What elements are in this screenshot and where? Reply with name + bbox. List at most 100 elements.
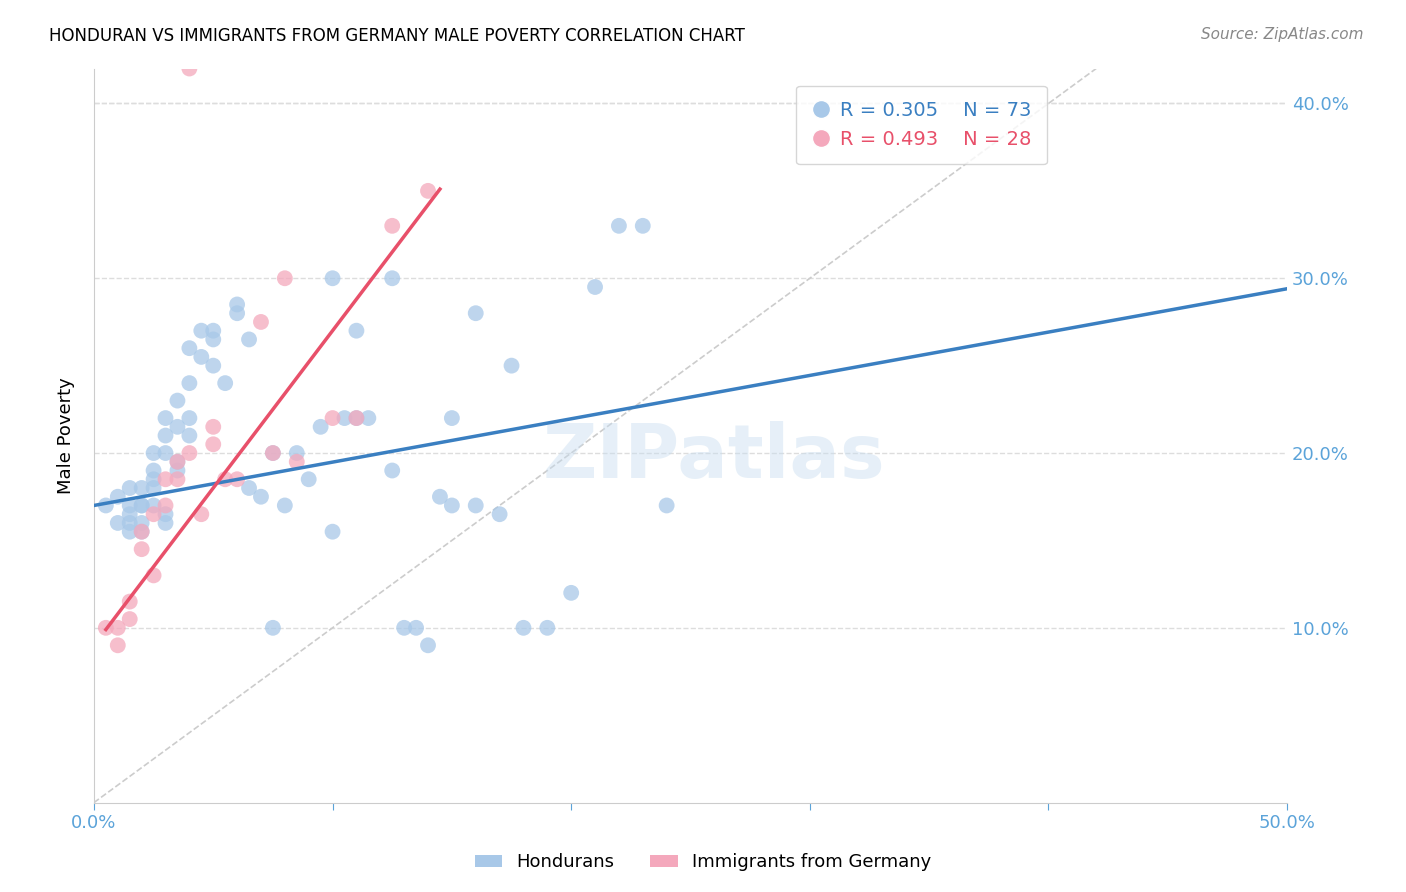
Point [655, 499, 678, 513]
Point [107, 490, 129, 504]
Point [142, 507, 165, 521]
Text: ZIPatlas: ZIPatlas [543, 421, 886, 494]
Point [118, 524, 141, 539]
Text: Source: ZipAtlas.com: Source: ZipAtlas.com [1201, 27, 1364, 42]
Point [202, 333, 225, 347]
Point [202, 419, 225, 434]
Y-axis label: Male Poverty: Male Poverty [58, 377, 75, 494]
Point [142, 472, 165, 486]
Point [274, 271, 297, 285]
Point [226, 472, 249, 486]
Point [226, 297, 249, 311]
Point [131, 481, 153, 495]
Point [262, 621, 284, 635]
Point [155, 472, 177, 486]
Point [179, 411, 201, 425]
Point [560, 586, 582, 600]
Point [607, 219, 630, 233]
Point [94, 499, 117, 513]
Point [238, 481, 260, 495]
Point [322, 411, 344, 425]
Point [118, 516, 141, 530]
Point [202, 437, 225, 451]
Point [416, 638, 439, 652]
Point [166, 455, 188, 469]
Point [202, 359, 225, 373]
Point [166, 419, 188, 434]
Point [131, 524, 153, 539]
Point [512, 621, 534, 635]
Point [488, 507, 510, 521]
Point [190, 507, 212, 521]
Point [440, 411, 463, 425]
Point [333, 411, 356, 425]
Point [238, 333, 260, 347]
Point [309, 419, 332, 434]
Point [155, 507, 177, 521]
Point [285, 455, 308, 469]
Point [262, 446, 284, 460]
Point [346, 411, 368, 425]
Point [155, 516, 177, 530]
Point [416, 184, 439, 198]
Point [118, 612, 141, 626]
Point [250, 315, 273, 329]
Point [381, 219, 404, 233]
Point [131, 542, 153, 557]
Text: HONDURAN VS IMMIGRANTS FROM GERMANY MALE POVERTY CORRELATION CHART: HONDURAN VS IMMIGRANTS FROM GERMANY MALE… [49, 27, 745, 45]
Point [107, 638, 129, 652]
Point [392, 621, 415, 635]
Point [357, 411, 380, 425]
Point [131, 499, 153, 513]
Point [107, 516, 129, 530]
Point [464, 306, 486, 320]
Point [131, 499, 153, 513]
Point [346, 324, 368, 338]
Point [501, 359, 523, 373]
Point [118, 499, 141, 513]
Point [118, 507, 141, 521]
Point [155, 428, 177, 442]
Point [381, 463, 404, 477]
Point [631, 219, 654, 233]
Point [166, 455, 188, 469]
Point [381, 271, 404, 285]
Point [142, 446, 165, 460]
Point [440, 499, 463, 513]
Point [179, 428, 201, 442]
Point [262, 446, 284, 460]
Point [464, 499, 486, 513]
Point [322, 271, 344, 285]
Point [166, 393, 188, 408]
Point [250, 490, 273, 504]
Point [405, 621, 427, 635]
Point [118, 481, 141, 495]
Point [155, 411, 177, 425]
Point [226, 306, 249, 320]
Point [118, 594, 141, 608]
Point [214, 472, 236, 486]
Point [142, 568, 165, 582]
Point [190, 324, 212, 338]
Point [179, 62, 201, 76]
Point [214, 376, 236, 391]
Point [179, 376, 201, 391]
Point [131, 516, 153, 530]
Point [166, 463, 188, 477]
Legend: R = 0.305    N = 73, R = 0.493    N = 28: R = 0.305 N = 73, R = 0.493 N = 28 [796, 86, 1047, 164]
Point [583, 280, 606, 294]
Point [346, 411, 368, 425]
Point [202, 324, 225, 338]
Point [94, 621, 117, 635]
Point [142, 481, 165, 495]
Legend: Hondurans, Immigrants from Germany: Hondurans, Immigrants from Germany [468, 847, 938, 879]
Point [179, 446, 201, 460]
Point [429, 490, 451, 504]
Point [155, 446, 177, 460]
Point [142, 463, 165, 477]
Point [131, 524, 153, 539]
Point [322, 524, 344, 539]
Point [166, 472, 188, 486]
Point [298, 472, 321, 486]
Point [274, 499, 297, 513]
